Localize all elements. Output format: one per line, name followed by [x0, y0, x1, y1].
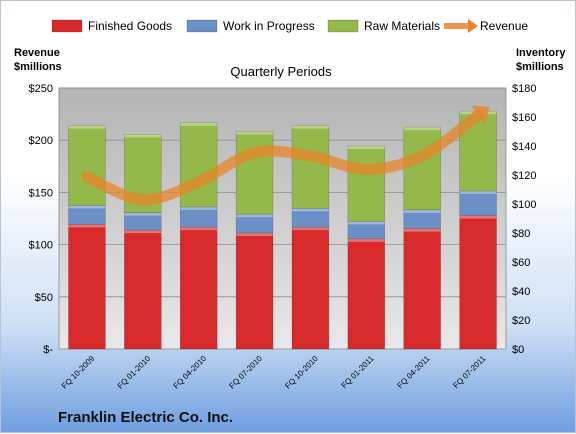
legend-label-finished-goods: Finished Goods — [88, 19, 172, 33]
legend-label-work-in-progress: Work in Progress — [223, 19, 315, 33]
right-tick-label: $140 — [512, 141, 536, 153]
legend-label-raw-materials: Raw Materials — [364, 19, 440, 33]
bar-highlight — [180, 227, 217, 230]
bar-finished-goods — [68, 224, 105, 349]
left-tick-label: $150 — [29, 187, 53, 199]
right-tick-label: $160 — [512, 112, 536, 124]
bar-highlight — [460, 216, 497, 219]
bar-raw-materials — [348, 146, 385, 221]
bar-raw-materials — [180, 123, 217, 207]
right-axis-ticks: $0 $20 $40 $60 $80 $100 $120 $140 $160 $180 — [512, 83, 536, 356]
bar-highlight — [68, 126, 105, 129]
bar-highlight — [348, 146, 385, 149]
right-tick-label: $120 — [512, 170, 536, 182]
bar-highlight — [236, 233, 273, 236]
category-labels: FQ 10-2009 FQ 01-2010 FQ 04-2010 FQ 07-2010… — [60, 354, 488, 391]
bar-highlight — [404, 127, 441, 130]
right-tick-label: $40 — [512, 286, 530, 298]
category-label: FQ 10-2010 — [283, 354, 320, 391]
category-label: FQ 01-2011 — [340, 354, 377, 391]
category-label: FQ 04-2011 — [395, 354, 432, 391]
legend-arrow-icon — [468, 19, 478, 33]
bar-highlight — [348, 239, 385, 242]
legend: Finished Goods Work in Progress Raw Materi… — [52, 19, 528, 33]
bar-finished-goods — [236, 233, 273, 349]
right-tick-label: $80 — [512, 228, 530, 240]
right-tick-label: $180 — [512, 83, 536, 95]
right-tick-label: $0 — [512, 344, 524, 356]
bar-highlight — [68, 205, 105, 208]
chart-title: Quarterly Periods — [230, 64, 332, 79]
bar-highlight — [68, 224, 105, 227]
left-tick-label: $50 — [35, 292, 53, 304]
left-axis-ticks: $- $50 $100 $150 $200 $250 — [29, 83, 54, 356]
company-name: Franklin Electric Co. Inc. — [58, 409, 233, 426]
bar-highlight — [236, 132, 273, 135]
left-tick-label: $200 — [29, 135, 53, 147]
bar-finished-goods — [404, 229, 441, 349]
right-tick-label: $20 — [512, 315, 530, 327]
left-tick-label: $- — [43, 344, 53, 356]
category-label: FQ 04-2010 — [172, 354, 209, 391]
bar-highlight — [180, 123, 217, 126]
bar-finished-goods — [180, 227, 217, 349]
bar-raw-materials — [404, 127, 441, 210]
category-label: FQ 10-2009 — [60, 354, 97, 391]
left-axis-title: $millions — [14, 61, 62, 73]
bar-highlight — [124, 134, 161, 137]
legend-swatch-finished-goods — [52, 20, 82, 32]
legend-swatch-work-in-progress — [187, 20, 217, 32]
left-tick-label: $250 — [29, 83, 53, 95]
category-label: FQ 01-2010 — [116, 354, 153, 391]
bar-raw-materials — [292, 126, 329, 209]
bar-finished-goods — [460, 216, 497, 349]
legend-swatch-raw-materials — [328, 20, 358, 32]
bar-work-in-progress — [180, 207, 217, 227]
bar-finished-goods — [292, 227, 329, 349]
bar-finished-goods — [348, 239, 385, 349]
bar-highlight — [404, 210, 441, 213]
category-label: FQ 07-2010 — [227, 354, 264, 391]
bar-highlight — [292, 126, 329, 129]
bar-highlight — [124, 213, 161, 216]
bar-raw-materials — [68, 126, 105, 206]
right-axis-title: Inventory — [516, 47, 566, 59]
bar-highlight — [460, 191, 497, 194]
bar-work-in-progress — [460, 191, 497, 216]
bar-highlight — [292, 227, 329, 230]
bar-highlight — [348, 221, 385, 224]
left-axis-title: Revenue — [14, 47, 60, 59]
bar-highlight — [180, 207, 217, 210]
bar-highlight — [404, 229, 441, 232]
right-tick-label: $60 — [512, 257, 530, 269]
right-axis-title: $millions — [516, 61, 564, 73]
bar-highlight — [292, 208, 329, 211]
bar-finished-goods — [124, 230, 161, 349]
bar-highlight — [124, 230, 161, 233]
bar-raw-materials — [236, 132, 273, 215]
left-tick-label: $100 — [29, 240, 53, 252]
legend-label-revenue: Revenue — [480, 19, 528, 33]
right-tick-label: $100 — [512, 199, 536, 211]
bar-highlight — [236, 214, 273, 217]
category-label: FQ 07-2011 — [451, 354, 488, 391]
